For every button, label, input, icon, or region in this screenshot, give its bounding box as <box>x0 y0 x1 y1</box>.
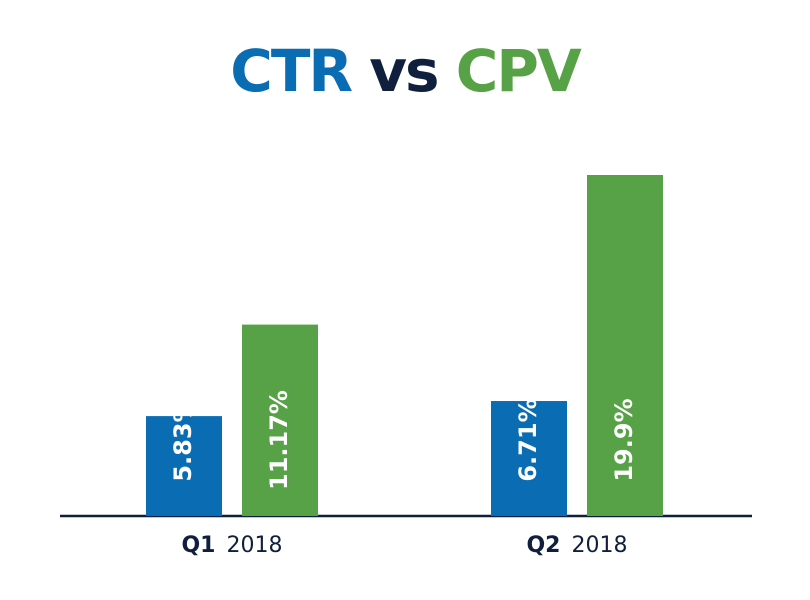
chart-title: CTR vs CPV <box>230 37 582 105</box>
bar <box>242 324 318 516</box>
bar <box>146 416 222 516</box>
value-label: 19.9% <box>610 398 638 481</box>
x-tick-label: Q2 2018 <box>526 533 627 558</box>
bar <box>587 175 663 516</box>
value-label: 6.71% <box>514 398 542 481</box>
x-tick-label: Q1 2018 <box>181 533 282 558</box>
bar <box>491 401 567 516</box>
value-label: 5.83% <box>169 398 197 481</box>
value-label: 11.17% <box>265 390 293 490</box>
